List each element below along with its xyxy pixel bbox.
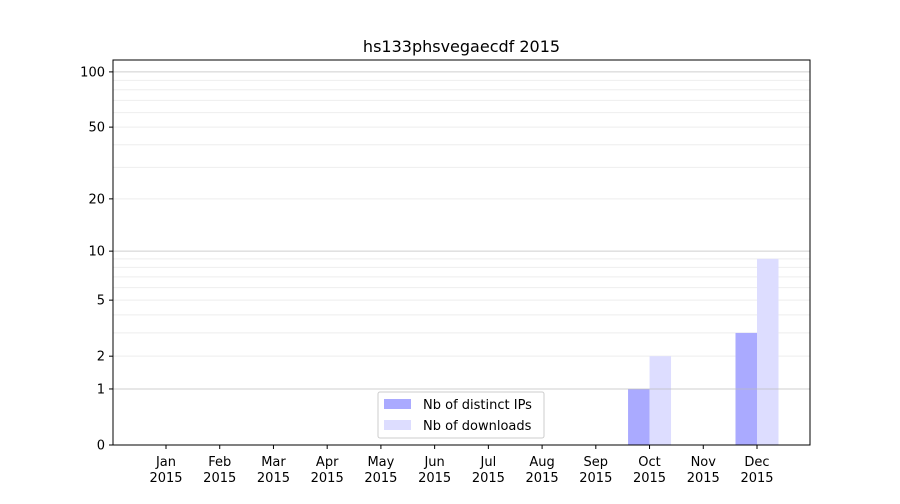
x-tick-label: 2015 — [311, 471, 344, 486]
y-tick-label: 5 — [97, 294, 105, 309]
y-tick-label: 10 — [88, 245, 105, 260]
x-tick-label: 2015 — [687, 471, 720, 486]
plot-frame — [112, 59, 811, 446]
x-tick-label: Sep — [584, 455, 609, 470]
y-tick-label: 0 — [97, 439, 105, 454]
x-tick-label: 2015 — [472, 471, 505, 486]
x-tick-label: 2015 — [740, 471, 773, 486]
x-tick-label: 2015 — [418, 471, 451, 486]
x-tick-label: 2015 — [257, 471, 290, 486]
chart-title: hs133phsvegaecdf 2015 — [363, 37, 560, 56]
x-tick-label: Dec — [744, 455, 769, 470]
x-tick-label: Aug — [529, 455, 554, 470]
x-tick-label: Jun — [423, 455, 444, 470]
legend-label-ips: Nb of distinct IPs — [423, 398, 532, 413]
legend-swatch-downloads — [384, 420, 411, 430]
x-tick-label: 2015 — [579, 471, 612, 486]
x-tick-label: May — [367, 455, 394, 470]
x-tick-label: 2015 — [633, 471, 666, 486]
x-tick-label: Oct — [638, 455, 660, 470]
x-tick-label: Feb — [208, 455, 231, 470]
y-tick-label: 2 — [97, 350, 105, 365]
bar-downloads — [649, 356, 672, 445]
legend-box — [377, 391, 545, 439]
y-tick-label: 20 — [88, 192, 105, 207]
bar-distinct-ips — [628, 388, 650, 445]
x-tick-label: Jul — [480, 455, 497, 470]
legend-label-downloads: Nb of downloads — [423, 419, 532, 434]
x-tick-label: 2015 — [149, 471, 182, 486]
y-tick-label: 100 — [80, 65, 105, 80]
x-tick-label: Nov — [691, 455, 717, 470]
x-tick-label: Jan — [155, 455, 176, 470]
x-tick-label: Mar — [261, 455, 286, 470]
y-tick-label: 50 — [88, 121, 105, 136]
x-tick-label: 2015 — [203, 471, 236, 486]
y-tick-label: 1 — [97, 382, 105, 397]
legend: Nb of distinct IPs Nb of downloads — [377, 391, 545, 439]
bar-downloads — [757, 258, 779, 445]
x-tick-label: 2015 — [364, 471, 397, 486]
x-tick-label: Apr — [316, 455, 339, 470]
legend-swatch-ips — [384, 399, 411, 409]
x-tick-label: 2015 — [526, 471, 559, 486]
